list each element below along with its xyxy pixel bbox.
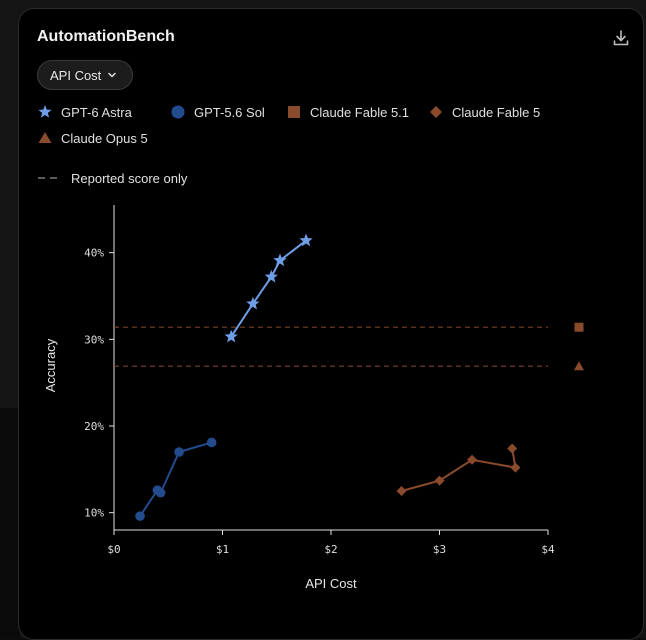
data-point xyxy=(434,475,445,486)
data-point xyxy=(299,233,313,247)
legend-label: Claude Fable 5.1 xyxy=(310,104,410,120)
chevron-down-icon xyxy=(108,72,117,78)
legend-item-gpt-6-astra[interactable]: GPT-6 Astra xyxy=(37,104,132,120)
x-tick-label: $2 xyxy=(324,543,337,556)
reported-score-note: Reported score only xyxy=(71,170,188,186)
y-tick-label: 40% xyxy=(84,247,104,260)
data-point xyxy=(264,269,278,283)
legend-label: Claude Fable 5 xyxy=(452,104,541,120)
series-line xyxy=(401,448,517,492)
star-icon xyxy=(38,105,52,118)
y-tick-label: 20% xyxy=(84,420,104,433)
legend-item-claude-fable-5[interactable]: Claude Fable 5 xyxy=(428,104,540,120)
legend-item-claude-fable-5-1[interactable]: Claude Fable 5.1 xyxy=(286,104,409,120)
triangle-icon xyxy=(38,132,52,143)
legend-label: GPT-5.6 Sol xyxy=(194,104,265,120)
y-tick-label: 30% xyxy=(84,333,104,346)
series-line xyxy=(230,239,307,338)
data-point xyxy=(206,437,217,448)
legend-label: GPT-6 Astra xyxy=(61,104,132,120)
data-point xyxy=(273,253,287,267)
data-point xyxy=(155,487,166,498)
x-axis-label: API Cost xyxy=(305,576,357,591)
legend-item-claude-opus-5[interactable]: Claude Opus 5 xyxy=(37,130,148,146)
x-tick-label: $0 xyxy=(107,543,120,556)
data-point xyxy=(224,329,238,343)
reported-score-marker xyxy=(574,361,584,371)
background-panel xyxy=(0,408,20,638)
chart-title: AutomationBench xyxy=(37,28,175,45)
square-icon xyxy=(288,106,300,118)
legend-item-reported-score: Reported score only xyxy=(37,170,187,186)
data-point xyxy=(510,462,521,473)
y-axis-label: Accuracy xyxy=(43,338,58,392)
data-point xyxy=(396,486,407,496)
metric-dropdown-label: API Cost xyxy=(50,67,102,83)
data-point xyxy=(467,454,478,465)
x-tick-label: $4 xyxy=(541,543,555,556)
x-tick-label: $1 xyxy=(216,543,229,556)
x-tick-label: $3 xyxy=(433,543,446,556)
metric-dropdown[interactable]: API Cost xyxy=(37,60,133,90)
reported-score-marker xyxy=(574,322,584,332)
circle-icon xyxy=(171,105,185,119)
data-point xyxy=(174,447,184,457)
legend-label: Claude Opus 5 xyxy=(61,130,148,146)
legend-item-gpt-5-6-sol[interactable]: GPT-5.6 Sol xyxy=(170,104,265,120)
download-icon[interactable] xyxy=(611,28,631,48)
data-point xyxy=(507,443,518,454)
data-point xyxy=(135,511,145,521)
y-tick-label: 10% xyxy=(84,507,104,520)
dashed-line-icon xyxy=(38,177,62,179)
data-point xyxy=(246,296,260,310)
diamond-icon xyxy=(430,106,442,118)
